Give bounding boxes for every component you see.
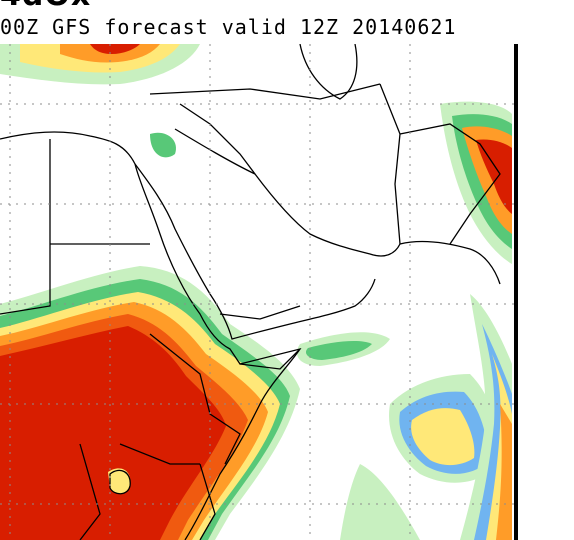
border-iran-afghan	[379, 83, 401, 245]
border-saudi-yemen	[219, 305, 301, 320]
lat-lon-grid	[0, 44, 518, 540]
forecast-map	[0, 44, 518, 540]
lake-victoria	[109, 469, 131, 495]
forecast-valid-label: 00Z GFS forecast valid 12Z 20140621	[0, 15, 457, 39]
border-caspian	[299, 44, 358, 100]
coastline-iran-pakistan	[399, 240, 501, 285]
precip-africa-red	[0, 326, 226, 540]
map-title: 4dOx	[0, 0, 91, 13]
border-somalia-north	[239, 348, 301, 370]
border-kenya	[119, 443, 200, 465]
map-boundaries	[0, 44, 501, 540]
precip-arabian-sea	[296, 294, 512, 540]
header: 4dOx 00Z GFS forecast valid 12Z 20140621	[0, 0, 574, 44]
precip-india	[440, 101, 512, 264]
border-uganda	[79, 443, 101, 540]
border-kenya-somalia	[199, 463, 216, 540]
coastline-africa-arabia	[0, 131, 302, 540]
precip-africa	[0, 266, 300, 540]
coastline-gulf	[174, 128, 401, 257]
map-frame-right	[514, 44, 518, 540]
precip-lake-gap	[108, 468, 131, 494]
border-turkey	[149, 83, 381, 100]
coastline-red-sea-east	[134, 163, 376, 340]
border-afghan-pak	[399, 123, 501, 245]
border-iraq-iran	[179, 103, 256, 175]
border-sudan-chad	[0, 294, 51, 315]
